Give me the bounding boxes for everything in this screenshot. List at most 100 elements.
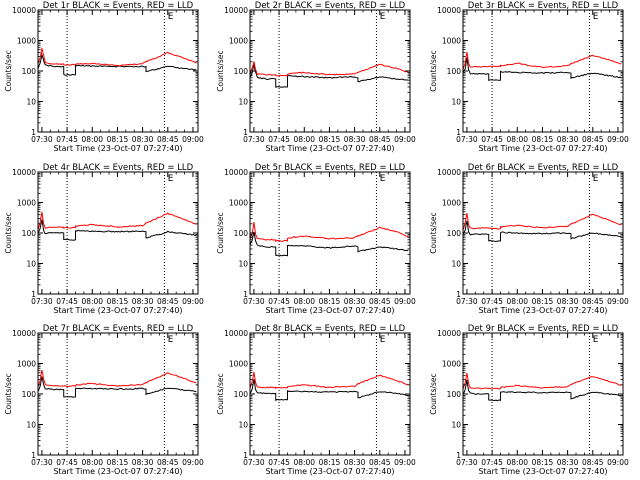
- y-tick-label: 1: [456, 451, 461, 460]
- y-tick-label: 10000: [224, 168, 248, 177]
- x-tick-label: 07:30: [31, 458, 53, 467]
- y-axis-label: Counts/sec: [4, 212, 13, 253]
- x-tick-label: 07:30: [31, 135, 53, 144]
- x-tick-label: 07:30: [456, 458, 478, 467]
- panel-title: Det 5r BLACK = Events, RED = LLD: [255, 163, 406, 173]
- y-tick-label: 10000: [437, 168, 461, 177]
- series-events-line: [462, 220, 622, 242]
- series-events-line: [462, 379, 622, 402]
- x-tick-label: 07:30: [243, 135, 265, 144]
- x-tick-label: 07:30: [243, 458, 265, 467]
- x-tick-label: 08:45: [369, 135, 391, 144]
- x-tick-label: 08:30: [344, 297, 366, 306]
- x-tick-label: 08:00: [506, 458, 528, 467]
- x-tick-label: 08:30: [557, 297, 579, 306]
- y-tick-label: 10000: [12, 329, 36, 338]
- x-tick-label: 08:45: [157, 135, 179, 144]
- x-tick-label: 08:00: [293, 297, 315, 306]
- y-tick-label: 100: [22, 229, 37, 238]
- x-tick-label: 07:45: [56, 458, 78, 467]
- x-tick-label: 08:15: [532, 135, 554, 144]
- x-tick-label: 07:30: [456, 135, 478, 144]
- x-axis-label: Start Time (23-Oct-07 07:27:40): [53, 144, 182, 153]
- x-tick-label: 08:45: [582, 135, 604, 144]
- series-lld-line: [249, 222, 409, 243]
- marker-label: E: [593, 335, 599, 345]
- x-axis-label: Start Time (23-Oct-07 07:27:40): [265, 144, 394, 153]
- x-tick-label: 09:00: [607, 458, 629, 467]
- x-tick-label: 08:45: [157, 458, 179, 467]
- marker-label: E: [593, 174, 599, 184]
- series-lld-line: [249, 371, 409, 390]
- series-events-line: [249, 64, 409, 88]
- x-tick-label: 07:30: [456, 297, 478, 306]
- y-tick-label: 100: [234, 390, 249, 399]
- x-tick-label: 08:15: [319, 297, 341, 306]
- x-tick-label: 08:00: [506, 297, 528, 306]
- y-tick-label: 1000: [17, 199, 36, 208]
- y-tick-label: 1000: [442, 37, 461, 46]
- x-tick-label: 08:00: [81, 135, 103, 144]
- panel-title: Det 4r BLACK = Events, RED = LLD: [43, 163, 194, 173]
- x-tick-label: 07:45: [56, 135, 78, 144]
- marker-label: E: [168, 174, 174, 184]
- y-axis-label: Counts/sec: [4, 50, 13, 91]
- y-tick-label: 10000: [12, 6, 36, 15]
- y-axis-label: Counts/sec: [216, 212, 225, 253]
- x-tick-label: 07:45: [268, 297, 290, 306]
- x-tick-label: 08:30: [132, 458, 154, 467]
- x-tick-label: 08:45: [582, 458, 604, 467]
- marker-label: E: [168, 335, 174, 345]
- series-lld-line: [462, 52, 622, 70]
- x-tick-label: 07:45: [56, 297, 78, 306]
- series-events-line: [249, 379, 409, 402]
- y-tick-label: 100: [234, 67, 249, 76]
- panel-title: Det 8r BLACK = Events, RED = LLD: [255, 324, 406, 334]
- marker-label: E: [168, 12, 174, 22]
- y-axis-label: Counts/sec: [216, 373, 225, 414]
- x-tick-label: 07:45: [268, 135, 290, 144]
- y-tick-label: 1000: [229, 360, 248, 369]
- y-tick-label: 100: [447, 229, 462, 238]
- panel-title: Det 6r BLACK = Events, RED = LLD: [468, 163, 619, 173]
- y-tick-label: 1: [243, 128, 248, 137]
- x-tick-label: 08:00: [293, 135, 315, 144]
- x-tick-label: 08:30: [344, 458, 366, 467]
- x-tick-label: 08:15: [319, 135, 341, 144]
- series-events-line: [249, 231, 409, 257]
- plot-frame: [462, 9, 624, 133]
- y-axis-label: Counts/sec: [429, 212, 438, 253]
- y-tick-label: 10: [451, 260, 461, 269]
- x-tick-label: 08:00: [81, 297, 103, 306]
- x-axis-label: Start Time (23-Oct-07 07:27:40): [53, 306, 182, 315]
- x-axis-label: Start Time (23-Oct-07 07:27:40): [265, 467, 394, 476]
- y-tick-label: 1: [31, 128, 36, 137]
- y-tick-label: 1: [456, 128, 461, 137]
- series-events-line: [37, 219, 197, 241]
- y-tick-label: 100: [234, 229, 249, 238]
- x-tick-label: 07:30: [243, 297, 265, 306]
- y-axis-label: Counts/sec: [4, 373, 13, 414]
- x-tick-label: 09:00: [182, 458, 204, 467]
- marker-label: E: [380, 12, 386, 22]
- plot-frame: [249, 171, 411, 295]
- y-tick-label: 10: [451, 98, 461, 107]
- x-axis-label: Start Time (23-Oct-07 07:27:40): [265, 306, 394, 315]
- x-tick-label: 08:45: [369, 458, 391, 467]
- marker-label: E: [593, 12, 599, 22]
- x-tick-label: 08:00: [81, 458, 103, 467]
- y-tick-label: 10: [238, 98, 248, 107]
- y-tick-label: 10000: [437, 6, 461, 15]
- panel-title: Det 1r BLACK = Events, RED = LLD: [43, 1, 194, 11]
- x-tick-label: 08:45: [157, 297, 179, 306]
- x-tick-label: 09:00: [607, 297, 629, 306]
- x-tick-label: 08:15: [532, 458, 554, 467]
- x-tick-label: 08:30: [132, 135, 154, 144]
